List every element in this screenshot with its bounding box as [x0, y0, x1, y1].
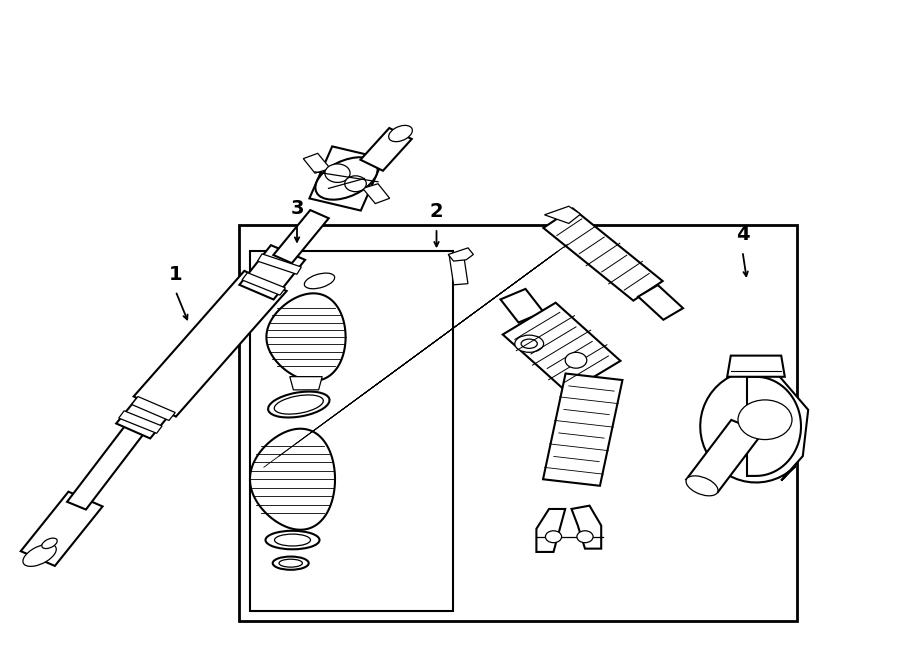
Polygon shape: [687, 420, 762, 492]
Ellipse shape: [389, 126, 412, 141]
Polygon shape: [290, 377, 322, 390]
Ellipse shape: [545, 531, 562, 543]
Ellipse shape: [577, 531, 593, 543]
Polygon shape: [250, 429, 335, 529]
Polygon shape: [544, 208, 662, 301]
Ellipse shape: [686, 476, 718, 496]
Text: 2: 2: [429, 202, 444, 221]
Ellipse shape: [738, 400, 792, 440]
Polygon shape: [239, 245, 305, 299]
Polygon shape: [68, 419, 148, 510]
Ellipse shape: [266, 531, 320, 549]
Polygon shape: [449, 254, 468, 285]
Polygon shape: [274, 210, 328, 263]
Ellipse shape: [41, 538, 58, 549]
Polygon shape: [543, 373, 623, 486]
Text: 4: 4: [735, 225, 750, 244]
Polygon shape: [310, 146, 383, 211]
Polygon shape: [131, 397, 176, 420]
Polygon shape: [257, 254, 302, 274]
Polygon shape: [119, 411, 162, 433]
Ellipse shape: [22, 544, 57, 566]
Polygon shape: [572, 506, 601, 549]
Ellipse shape: [521, 339, 537, 348]
Polygon shape: [500, 289, 544, 323]
Ellipse shape: [325, 164, 350, 182]
Ellipse shape: [274, 534, 310, 546]
Polygon shape: [133, 271, 287, 416]
Text: 3: 3: [290, 199, 304, 217]
Polygon shape: [503, 303, 620, 393]
Polygon shape: [266, 293, 346, 381]
Polygon shape: [21, 492, 103, 566]
Polygon shape: [116, 391, 177, 438]
Polygon shape: [363, 184, 390, 204]
Polygon shape: [727, 356, 785, 377]
Ellipse shape: [315, 157, 378, 200]
Polygon shape: [700, 372, 808, 483]
Ellipse shape: [515, 335, 544, 352]
Ellipse shape: [268, 391, 329, 418]
Ellipse shape: [279, 559, 302, 567]
Ellipse shape: [345, 176, 366, 192]
Polygon shape: [448, 248, 473, 261]
Polygon shape: [747, 377, 801, 476]
Polygon shape: [544, 206, 580, 223]
Bar: [250, 251, 453, 611]
Polygon shape: [638, 285, 683, 320]
Polygon shape: [536, 509, 565, 552]
Polygon shape: [303, 153, 330, 173]
Ellipse shape: [565, 352, 587, 368]
Bar: [238, 225, 796, 621]
Ellipse shape: [274, 395, 323, 414]
Polygon shape: [242, 273, 285, 295]
Polygon shape: [361, 128, 411, 171]
Ellipse shape: [304, 273, 335, 289]
Ellipse shape: [273, 557, 309, 570]
Text: 1: 1: [168, 265, 183, 284]
